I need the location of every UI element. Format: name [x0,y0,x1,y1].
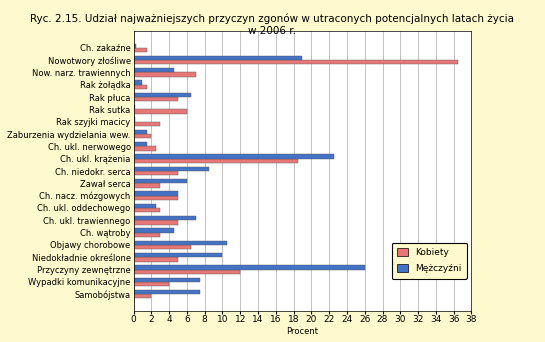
Bar [134,233,160,237]
Bar [134,265,365,269]
Bar [134,159,298,163]
Bar [134,56,302,60]
Bar [134,109,187,114]
Bar [134,257,178,262]
Bar [134,167,209,171]
Text: Ryc. 2.15. Udział najważniejszych przyczyn zgonów w utraconych potencjalnych lat: Ryc. 2.15. Udział najważniejszych przycz… [31,14,514,36]
Bar [134,97,178,102]
Bar [134,105,135,109]
Bar [134,60,458,64]
Bar [134,183,160,188]
Bar [134,269,240,274]
Bar [134,191,178,196]
Bar [134,278,200,282]
Bar [134,290,200,294]
Bar [134,208,160,212]
Bar [134,142,147,146]
Bar [134,122,160,126]
X-axis label: Procent: Procent [287,327,318,336]
Bar [134,154,334,159]
Bar [134,216,196,220]
Bar [134,146,156,151]
Bar [134,73,196,77]
Bar [134,117,135,122]
Bar [134,228,173,233]
Bar [134,68,173,73]
Bar [134,171,178,175]
Bar [134,48,147,52]
Bar [134,80,142,85]
Bar [134,130,147,134]
Legend: Kobiety, Mężczyźni: Kobiety, Mężczyźni [392,242,467,279]
Bar [134,220,178,225]
Bar [134,134,152,139]
Bar [134,179,187,183]
Bar [134,85,147,89]
Bar [134,282,169,286]
Bar [134,203,156,208]
Bar [134,253,222,257]
Bar [134,43,136,48]
Bar [134,196,178,200]
Bar [134,93,191,97]
Bar [134,294,152,299]
Bar [134,245,191,249]
Bar [134,240,227,245]
